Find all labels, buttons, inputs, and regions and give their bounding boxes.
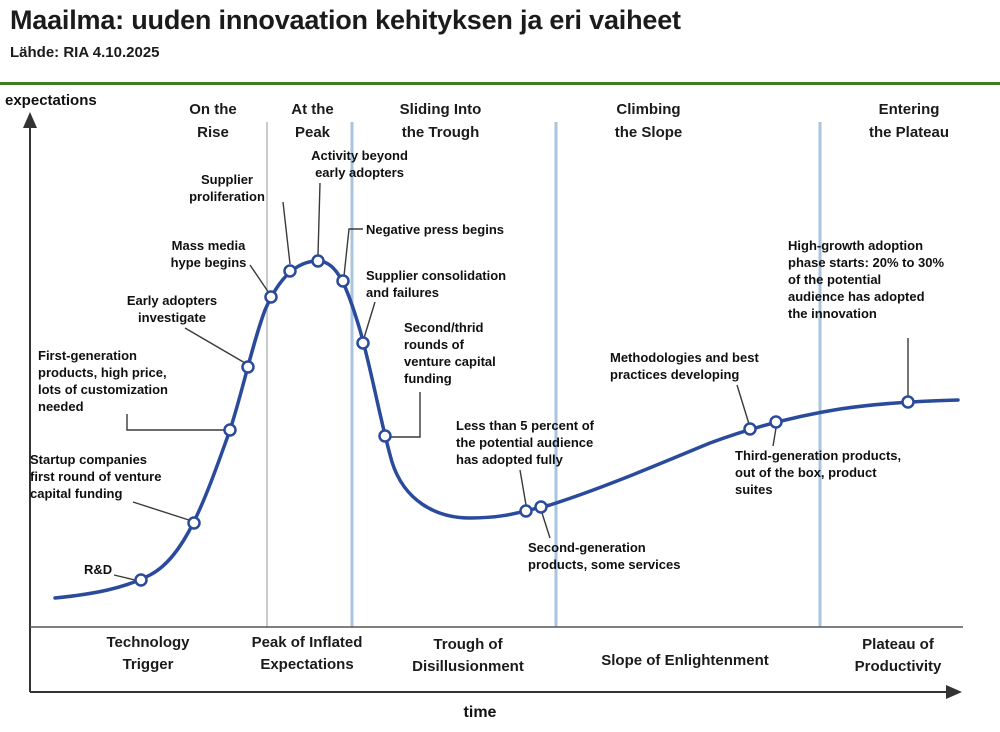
phase-top-climbing-slope: Climbing the Slope bbox=[614, 101, 683, 142]
connector-line bbox=[317, 182, 321, 256]
annotation-negative-press: Negative press begins bbox=[366, 222, 504, 237]
connector-line bbox=[113, 574, 136, 581]
annotation-early-adopters: Early adopters investigate bbox=[126, 293, 218, 325]
milestone-dot bbox=[264, 290, 278, 304]
milestone-dot bbox=[901, 395, 915, 409]
x-axis-label: time bbox=[463, 704, 497, 721]
annotation-second-third-rounds: Second/thrid rounds of venture capital f… bbox=[404, 320, 496, 386]
connector-line bbox=[126, 414, 224, 431]
milestone-dot bbox=[241, 360, 255, 374]
connector-line bbox=[736, 384, 750, 425]
connector-line bbox=[343, 228, 363, 277]
connector-line bbox=[772, 427, 777, 447]
annotation-less-than-5-percent: Less than 5 percent of the potential aud… bbox=[456, 418, 594, 467]
connector-line bbox=[391, 392, 421, 438]
phase-bottom-peak-inflated: Peak of Inflated Expectations bbox=[251, 634, 363, 673]
milestone-dot bbox=[519, 504, 533, 518]
milestone-dot bbox=[134, 573, 148, 587]
milestone-dot bbox=[223, 423, 237, 437]
milestone-dot bbox=[534, 500, 548, 514]
milestone-dot bbox=[769, 415, 783, 429]
milestone-dot bbox=[283, 264, 297, 278]
annotation-first-generation: First-generation products, high price, l… bbox=[38, 348, 168, 414]
annotation-mass-media: Mass media hype begins bbox=[170, 238, 247, 270]
x-axis-arrow bbox=[946, 685, 962, 699]
annotation-supplier-proliferation: Supplier proliferation bbox=[189, 172, 265, 204]
milestone-dot bbox=[311, 254, 325, 268]
annotation-second-generation: Second-generation products, some service… bbox=[528, 540, 681, 572]
connector-line bbox=[519, 469, 527, 506]
y-axis-label: expectations bbox=[5, 92, 97, 109]
connector-line bbox=[541, 512, 551, 539]
connector-line bbox=[363, 301, 376, 339]
annotation-startup-funding: Startup companies first round of venture… bbox=[30, 452, 162, 501]
connector-line bbox=[132, 501, 193, 522]
page-title: Maailma: uuden innovaation kehityksen ja… bbox=[10, 5, 681, 35]
phase-top-on-the-rise: On the Rise bbox=[189, 101, 237, 142]
milestone-dot bbox=[187, 516, 201, 530]
annotation-activity-beyond: Activity beyond early adopters bbox=[311, 148, 408, 180]
milestone-dot bbox=[378, 429, 392, 443]
phase-top-at-the-peak: At the Peak bbox=[291, 101, 334, 142]
annotation-rd: R&D bbox=[84, 562, 113, 577]
source-caption: Lähde: RIA 4.10.2025 bbox=[10, 44, 160, 61]
milestone-dot bbox=[743, 422, 757, 436]
annotation-methodologies: Methodologies and best practices develop… bbox=[610, 350, 759, 382]
annotation-third-generation: Third-generation products, out of the bo… bbox=[735, 448, 902, 497]
y-axis-arrow bbox=[23, 112, 37, 128]
connector-line bbox=[282, 201, 291, 265]
milestone-dot bbox=[336, 274, 350, 288]
phase-top-entering-plateau: Entering the Plateau bbox=[868, 101, 950, 142]
phase-top-sliding-trough: Sliding Into the Trough bbox=[399, 101, 482, 142]
phase-bottom-slope: Slope of Enlightenment bbox=[601, 652, 769, 669]
header-rule bbox=[0, 82, 1000, 85]
milestone-dot bbox=[356, 336, 370, 350]
annotation-supplier-consolidation: Supplier consolidation and failures bbox=[366, 268, 507, 300]
phase-bottom-technology-trigger: Technology Trigger bbox=[106, 634, 190, 673]
annotation-high-growth-adoption: High-growth adoption phase starts: 20% t… bbox=[788, 238, 945, 321]
phase-bottom-plateau: Plateau of Productivity bbox=[854, 636, 942, 675]
phase-bottom-trough: Trough of Disillusionment bbox=[412, 636, 524, 675]
